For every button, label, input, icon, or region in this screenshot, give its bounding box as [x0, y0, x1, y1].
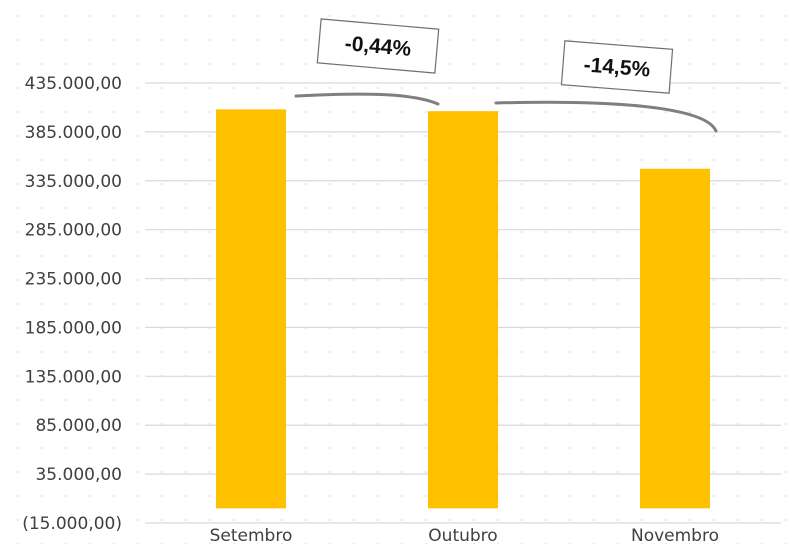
bar-novembro [640, 168, 710, 509]
y-tick-label: 85.000,00 [35, 416, 122, 436]
annotation-frame [316, 18, 440, 74]
annotations: -0,44% -14,5% [294, 18, 718, 133]
annotation-box: -0,44% [316, 18, 440, 74]
annotation-connector [294, 92, 440, 106]
y-tick-label: 135.000,00 [25, 367, 122, 387]
annotation-frame [560, 40, 674, 94]
y-tick-label: 435.000,00 [25, 74, 122, 94]
bar-setembro [216, 109, 286, 509]
y-tick-label: (15.000,00) [22, 514, 122, 534]
x-tick-label: Outubro [428, 526, 497, 544]
y-tick-label: 285.000,00 [25, 221, 122, 241]
bar-outubro [428, 111, 498, 509]
x-tick-label: Novembro [631, 526, 719, 544]
annotation-connector [494, 100, 718, 133]
y-axis: (15.000,00) 35.000,00 85.000,00 135.000,00 1… [22, 74, 122, 534]
y-tick-label: 335.000,00 [25, 172, 122, 192]
annotation-box: -14,5% [560, 40, 674, 94]
x-tick-label: Setembro [210, 526, 293, 544]
x-axis: Setembro Outubro Novembro [210, 526, 719, 544]
bars [216, 109, 710, 509]
y-tick-label: 385.000,00 [25, 123, 122, 143]
y-tick-label: 185.000,00 [25, 318, 122, 338]
y-tick-label: 35.000,00 [35, 465, 122, 485]
annotation-label: -14,5% [583, 53, 651, 81]
y-tick-label: 235.000,00 [25, 270, 122, 290]
